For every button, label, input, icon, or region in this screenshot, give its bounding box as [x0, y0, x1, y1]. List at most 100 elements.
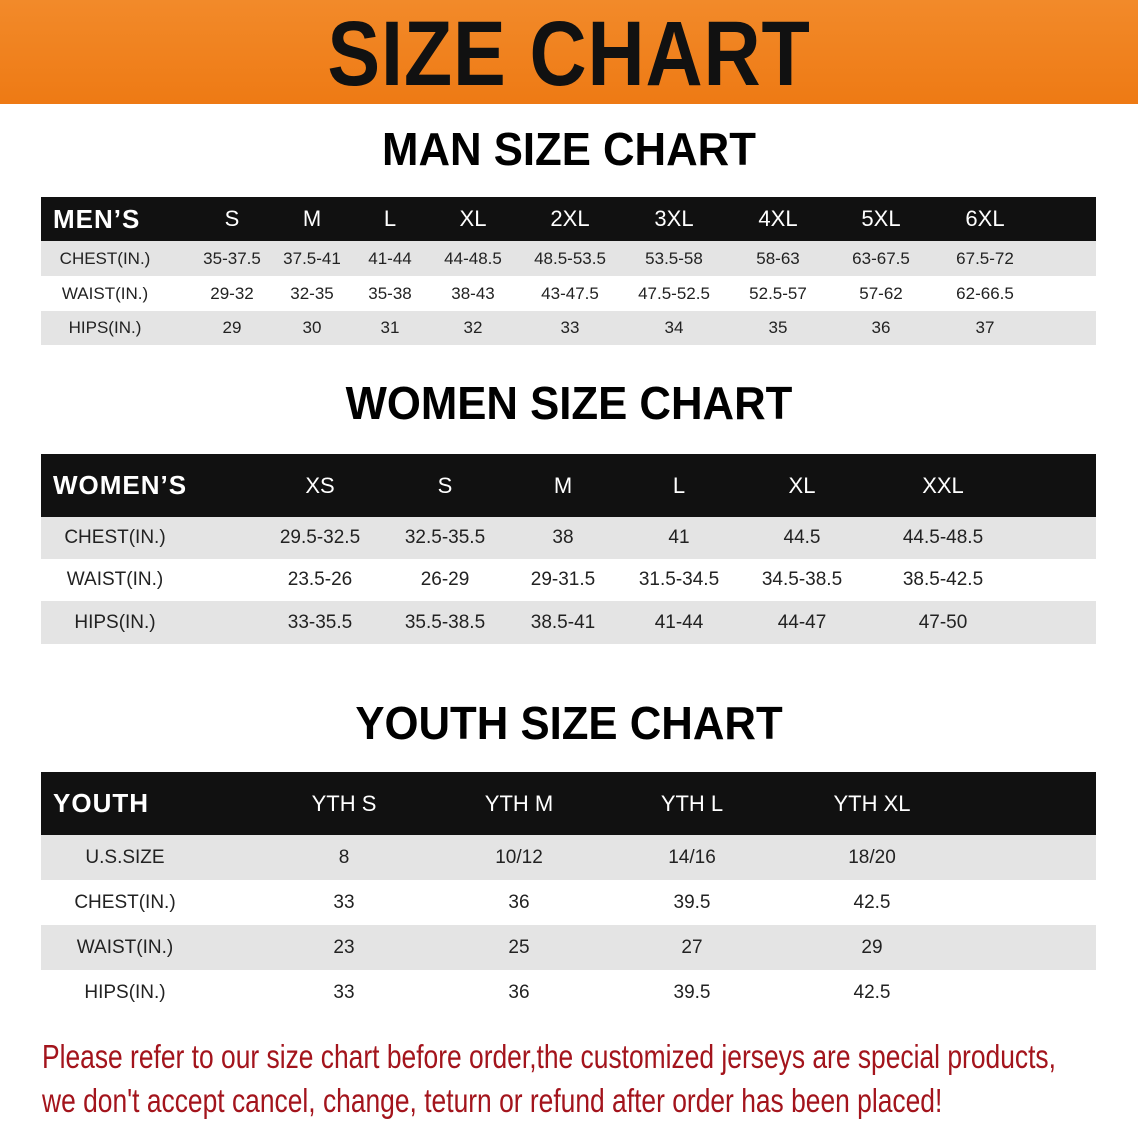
table-cell: 44.5-48.5	[902, 527, 984, 548]
size-column-header: YTH M	[484, 790, 554, 816]
measurement-label: WAIST(IN.)	[61, 283, 149, 303]
size-column-header: 2XL	[550, 206, 590, 231]
table-cell: 32	[463, 318, 483, 337]
table-cell: 39.5	[673, 982, 711, 1003]
table-row: HIPS(IN.) 33-35.5 35.5-38.5 38.5-41 41-44 44-…	[41, 601, 1096, 644]
table-cell: 32-35	[290, 283, 334, 303]
table-header-label: YOUTH	[53, 788, 149, 818]
table-cell: 37	[975, 318, 995, 337]
table-cell: 35-38	[368, 283, 412, 303]
measurement-label: WAIST(IN.)	[76, 936, 174, 958]
table-cell: 18/20	[848, 846, 896, 868]
table-cell: 53.5-58	[645, 248, 703, 268]
measurement-label: HIPS(IN.)	[68, 318, 142, 337]
table-cell: 42.5	[853, 982, 891, 1003]
table-cell: 29-32	[210, 283, 254, 303]
table-cell: 41-44	[654, 611, 704, 633]
table-cell: 47.5-52.5	[638, 283, 710, 303]
table-cell: 33	[333, 891, 355, 913]
table-row: U.S.SIZE 8 10/12 14/16 18/20	[41, 835, 1096, 880]
table-row: CHEST(IN.) 33 36 39.5 42.5	[41, 880, 1096, 925]
measurement-label: CHEST(IN.)	[59, 248, 151, 268]
table-cell: 34.5-38.5	[761, 569, 843, 590]
table-cell: 63-67.5	[852, 248, 910, 268]
size-column-header: S	[437, 472, 453, 498]
table-cell: 52.5-57	[749, 283, 807, 303]
table-cell: 33-35.5	[287, 611, 353, 633]
table-cell: 37.5-41	[283, 248, 341, 268]
table-cell: 34	[664, 318, 684, 337]
table-cell: 29	[861, 936, 883, 958]
header-row: YOUTH YTH S YTH M YTH L YTH XL	[41, 772, 1096, 835]
table-cell: 14/16	[668, 846, 716, 868]
table-row: WAIST(IN.) 23.5-26 26-29 29-31.5 31.5-34.5 34…	[41, 559, 1096, 601]
table-cell: 38-43	[451, 283, 495, 303]
table-cell: 25	[508, 936, 530, 958]
measurement-label: HIPS(IN.)	[84, 982, 166, 1003]
table-cell: 27	[681, 936, 703, 958]
table-cell: 39.5	[673, 891, 711, 913]
table-cell: 33	[560, 318, 580, 337]
table-cell: 38.5-42.5	[902, 569, 984, 590]
table-cell: 35	[768, 318, 788, 337]
table-cell: 36	[508, 982, 530, 1003]
banner: SIZE CHART	[0, 0, 1138, 105]
table-cell: 36	[508, 891, 530, 913]
header-row: MEN’S S M L XL 2XL 3XL 4XL 5XL 6XL	[41, 197, 1096, 241]
men-section-title: MAN SIZE CHART	[382, 123, 756, 175]
table-cell: 29	[222, 318, 242, 337]
table-cell: 47-50	[918, 611, 968, 633]
size-column-header: 3XL	[654, 206, 694, 231]
table-cell: 41	[668, 527, 690, 548]
size-column-header: YTH S	[311, 790, 377, 816]
size-column-header: XXL	[922, 472, 964, 498]
banner-title: SIZE CHART	[327, 3, 811, 105]
size-column-header: XL	[788, 472, 816, 498]
size-column-header: XS	[305, 472, 335, 498]
table-cell: 48.5-53.5	[534, 248, 606, 268]
table-header-label: MEN’S	[53, 203, 141, 234]
table-cell: 29-31.5	[530, 569, 596, 590]
youth-section-title: YOUTH SIZE CHART	[355, 697, 783, 749]
table-cell: 31.5-34.5	[638, 569, 720, 590]
table-cell: 23.5-26	[287, 569, 353, 590]
table-cell: 44.5	[783, 527, 821, 548]
table-cell: 42.5	[853, 891, 891, 913]
header-row: WOMEN’S XS S M L XL XXL	[41, 454, 1096, 517]
table-cell: 35.5-38.5	[404, 611, 486, 633]
size-column-header: XL	[459, 206, 487, 231]
table-cell: 31	[380, 318, 400, 337]
table-cell: 57-62	[859, 283, 903, 303]
size-column-header: 4XL	[758, 206, 798, 231]
measurement-label: CHEST(IN.)	[64, 527, 166, 548]
notice-line-1: Please refer to our size chart before or…	[42, 1038, 1056, 1075]
table-cell: 44-47	[777, 611, 827, 633]
table-cell: 41-44	[368, 248, 412, 268]
measurement-label: HIPS(IN.)	[74, 611, 156, 633]
table-cell: 35-37.5	[203, 248, 261, 268]
measurement-label: WAIST(IN.)	[66, 569, 164, 590]
table-cell: 67.5-72	[956, 248, 1014, 268]
table-cell: 8	[338, 846, 350, 868]
size-column-header: YTH L	[660, 790, 724, 816]
table-cell: 23	[333, 936, 355, 958]
table-cell: 26-29	[420, 569, 470, 590]
table-row: HIPS(IN.) 33 36 39.5 42.5	[41, 970, 1096, 1016]
table-cell: 32.5-35.5	[404, 527, 486, 548]
size-column-header: L	[672, 472, 686, 498]
size-column-header: M	[302, 206, 322, 231]
size-column-header: L	[383, 206, 397, 231]
size-column-header: YTH XL	[833, 790, 911, 816]
table-row: HIPS(IN.) 29 30 31 32 33 34 35 36 37	[41, 311, 1096, 345]
size-column-header: S	[224, 206, 240, 231]
table-row: WAIST(IN.) 29-32 32-35 35-38 38-43 43-47.5 47.…	[41, 276, 1096, 311]
table-row: WAIST(IN.) 23 25 27 29	[41, 925, 1096, 970]
size-column-header: 6XL	[965, 206, 1005, 231]
table-cell: 58-63	[756, 248, 800, 268]
measurement-label: CHEST(IN.)	[74, 891, 176, 913]
table-cell: 43-47.5	[541, 283, 599, 303]
table-cell: 36	[871, 318, 891, 337]
women-section-title: WOMEN SIZE CHART	[345, 377, 793, 429]
table-cell: 44-48.5	[444, 248, 502, 268]
table-header-label: WOMEN’S	[53, 470, 188, 500]
